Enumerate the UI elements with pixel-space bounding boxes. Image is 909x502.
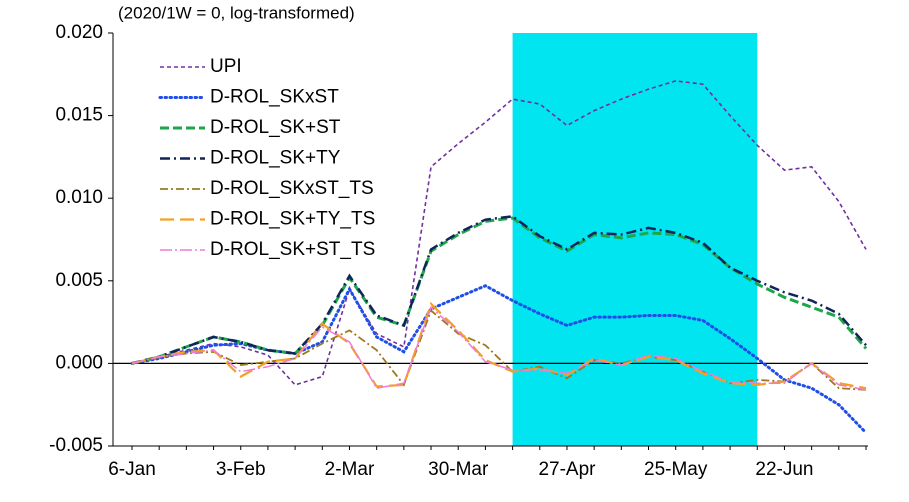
- x-tick-label: 22-Jun: [755, 459, 813, 480]
- x-tick-label: 30-Mar: [428, 459, 489, 480]
- series-line: [131, 216, 868, 365]
- x-tick-label: 2-Mar: [325, 459, 375, 480]
- series-line: [131, 309, 867, 391]
- y-tick-label: 0.010: [55, 187, 103, 208]
- series-line: [131, 215, 867, 365]
- x-tick-label: 3-Feb: [216, 459, 266, 480]
- x-tick-label: 27-Apr: [538, 459, 596, 480]
- legend-label: D-ROL_SKxST: [210, 87, 339, 108]
- y-tick-label: 0.005: [55, 270, 103, 291]
- legend-label: D-ROL_SK+TY: [210, 148, 341, 169]
- legend-label: D-ROL_SKxST_TS: [210, 178, 374, 199]
- series-line: [131, 301, 867, 390]
- x-tick-label: 25-May: [644, 459, 708, 480]
- y-tick-label: 0.015: [55, 105, 103, 126]
- series-line: [131, 80, 867, 386]
- legend-label: D-ROL_SK+ST_TS: [210, 239, 375, 260]
- legend-label: UPI: [210, 56, 242, 77]
- y-tick-label: 0.020: [55, 22, 103, 43]
- legend-label: D-ROL_SK+ST: [210, 117, 341, 138]
- legend-label: D-ROL_SK+TY_TS: [210, 209, 375, 230]
- series-line: [131, 305, 867, 391]
- y-tick-label: -0.005: [49, 435, 103, 456]
- chart-subtitle: (2020/1W = 0, log-transformed): [118, 3, 355, 22]
- y-tick-label: 0.000: [55, 352, 103, 373]
- x-tick-label: 6-Jan: [108, 459, 156, 480]
